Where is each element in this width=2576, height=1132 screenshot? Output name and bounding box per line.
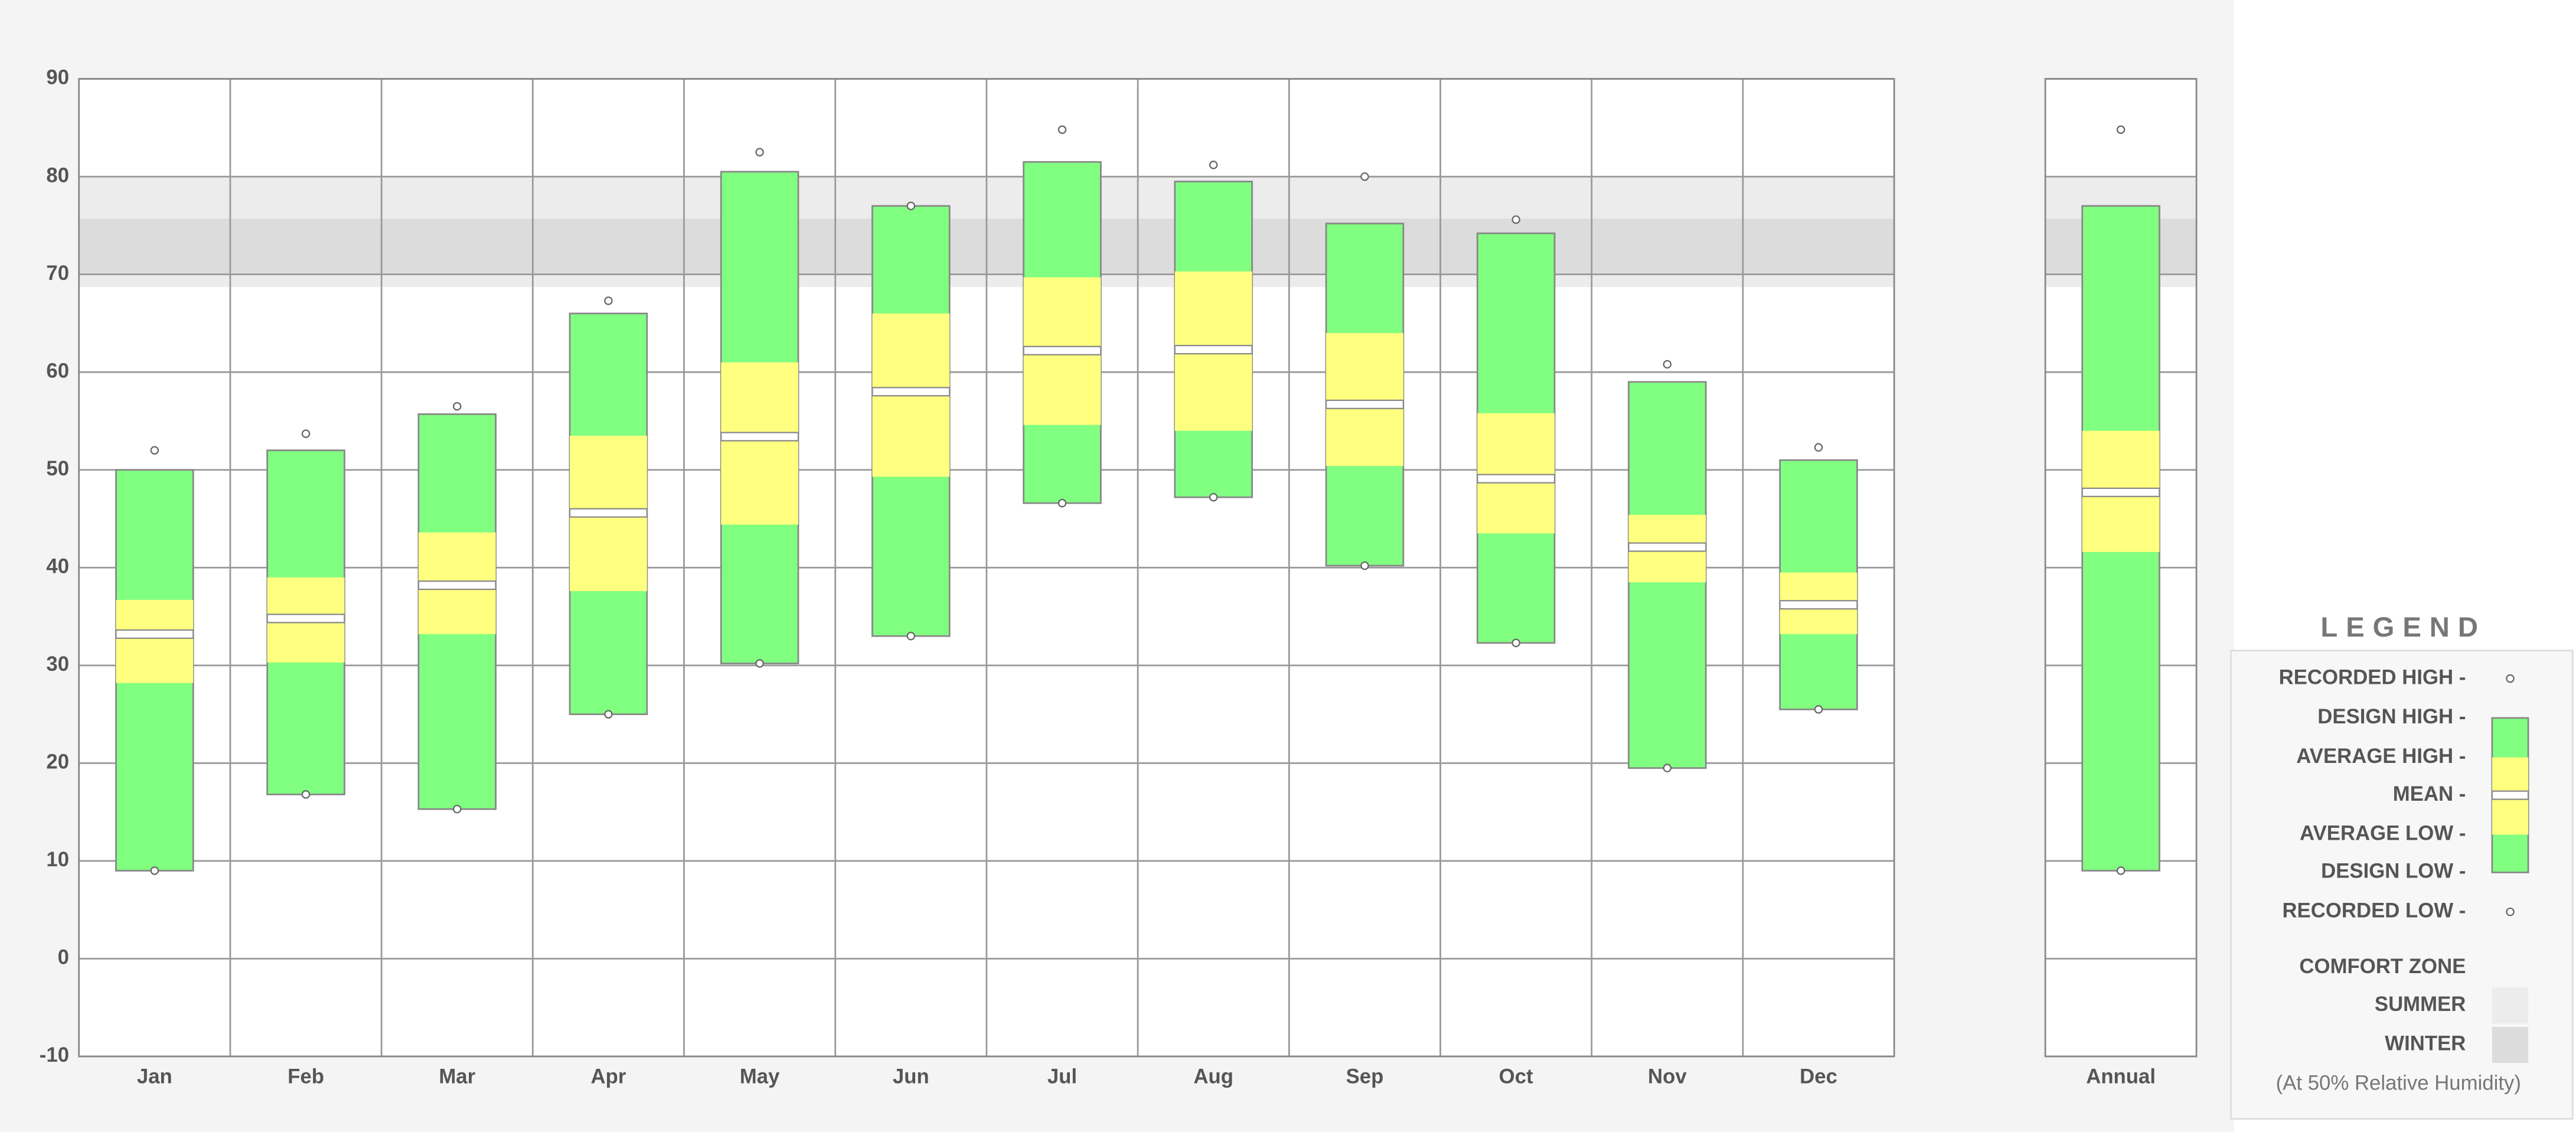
recorded-low: [1209, 492, 1218, 502]
legend-label: SUMMER: [2375, 993, 2466, 1016]
legend-label: DESIGN HIGH -: [2317, 706, 2466, 728]
legend-swatch: [2491, 790, 2529, 800]
mean-band: [1628, 542, 1707, 552]
legend-label: DESIGN LOW -: [2321, 860, 2466, 883]
recorded-low: [604, 710, 613, 719]
x-tick-label: Jul: [1047, 1065, 1077, 1088]
legend-label: COMFORT ZONE: [2299, 955, 2466, 978]
recorded-low: [1057, 498, 1067, 508]
recorded-low: [453, 804, 462, 814]
legend-marker: [2506, 907, 2515, 916]
recorded-high: [906, 201, 916, 210]
y-tick-label: 20: [46, 751, 69, 774]
recorded-low: [1511, 638, 1520, 647]
mean-band: [1779, 600, 1858, 610]
recorded-high: [1663, 360, 1672, 369]
mean-band: [720, 432, 799, 442]
recorded-high: [755, 148, 764, 156]
plot-border: [2044, 78, 2198, 1058]
y-tick-label: -10: [40, 1044, 69, 1066]
x-tick-label: May: [740, 1065, 780, 1088]
y-tick-label: 80: [46, 164, 69, 187]
legend-label: RECORDED HIGH -: [2279, 666, 2466, 689]
x-tick-label: Feb: [288, 1065, 324, 1088]
y-tick-label: 70: [46, 262, 69, 285]
recorded-low: [1663, 764, 1672, 772]
recorded-low: [1360, 561, 1369, 570]
mean-band: [115, 629, 194, 639]
recorded-high: [150, 446, 159, 455]
mean-band: [871, 387, 951, 397]
recorded-high: [1209, 160, 1218, 169]
legend-swatch: [2492, 1026, 2529, 1064]
x-tick-label: Jun: [893, 1065, 929, 1088]
x-tick-label: Mar: [439, 1065, 475, 1088]
y-tick-label: 90: [46, 67, 69, 89]
mean-band: [417, 580, 497, 591]
recorded-high: [1360, 172, 1369, 181]
recorded-high: [1814, 443, 1823, 452]
recorded-high: [1511, 215, 1520, 224]
x-tick-label: Annual: [2086, 1065, 2156, 1088]
legend-marker: [2506, 674, 2515, 683]
x-tick-label: Dec: [1800, 1065, 1837, 1088]
y-tick-label: 40: [46, 555, 69, 578]
x-tick-label: Jan: [137, 1065, 172, 1088]
average-range: [1477, 413, 1555, 534]
x-tick-label: Nov: [1648, 1065, 1687, 1088]
legend-label: AVERAGE LOW -: [2300, 823, 2466, 845]
legend-label: WINTER: [2385, 1033, 2466, 1055]
legend-label: RECORDED LOW -: [2282, 899, 2466, 922]
average-range: [116, 599, 194, 683]
recorded-high: [453, 402, 462, 411]
y-tick-label: 10: [46, 849, 69, 871]
x-tick-label: Apr: [591, 1065, 626, 1088]
mean-band: [1174, 345, 1253, 355]
mean-band: [1325, 399, 1404, 409]
legend-label: MEAN -: [2393, 783, 2466, 805]
mean-band: [1023, 345, 1102, 355]
x-tick-label: Aug: [1193, 1065, 1233, 1088]
legend-swatch: [2492, 987, 2529, 1024]
average-range: [721, 362, 799, 525]
x-tick-label: Sep: [1346, 1065, 1384, 1088]
mean-band: [266, 614, 345, 624]
x-tick-label: Oct: [1499, 1065, 1533, 1088]
recorded-high: [2116, 125, 2126, 134]
legend-title: LEGEND: [2320, 612, 2486, 643]
average-range: [1326, 332, 1403, 466]
recorded-high: [1057, 125, 1067, 134]
recorded-high: [604, 296, 613, 305]
recorded-low: [150, 866, 159, 875]
recorded-low: [906, 631, 916, 641]
recorded-low: [301, 790, 311, 799]
recorded-low: [755, 659, 764, 668]
y-tick-label: 60: [46, 360, 69, 382]
recorded-high: [301, 429, 311, 438]
note: (At 50% Relative Humidity): [2276, 1072, 2521, 1095]
plot-border: [78, 78, 1895, 1058]
y-tick-label: 0: [58, 947, 69, 969]
mean-band: [2081, 487, 2160, 497]
recorded-low: [1814, 705, 1823, 714]
mean-band: [569, 508, 648, 518]
mean-band: [1477, 474, 1556, 484]
recorded-low: [2116, 866, 2126, 875]
y-tick-label: 30: [46, 653, 69, 676]
y-tick-label: 50: [46, 458, 69, 480]
legend-label: AVERAGE HIGH -: [2296, 745, 2466, 768]
